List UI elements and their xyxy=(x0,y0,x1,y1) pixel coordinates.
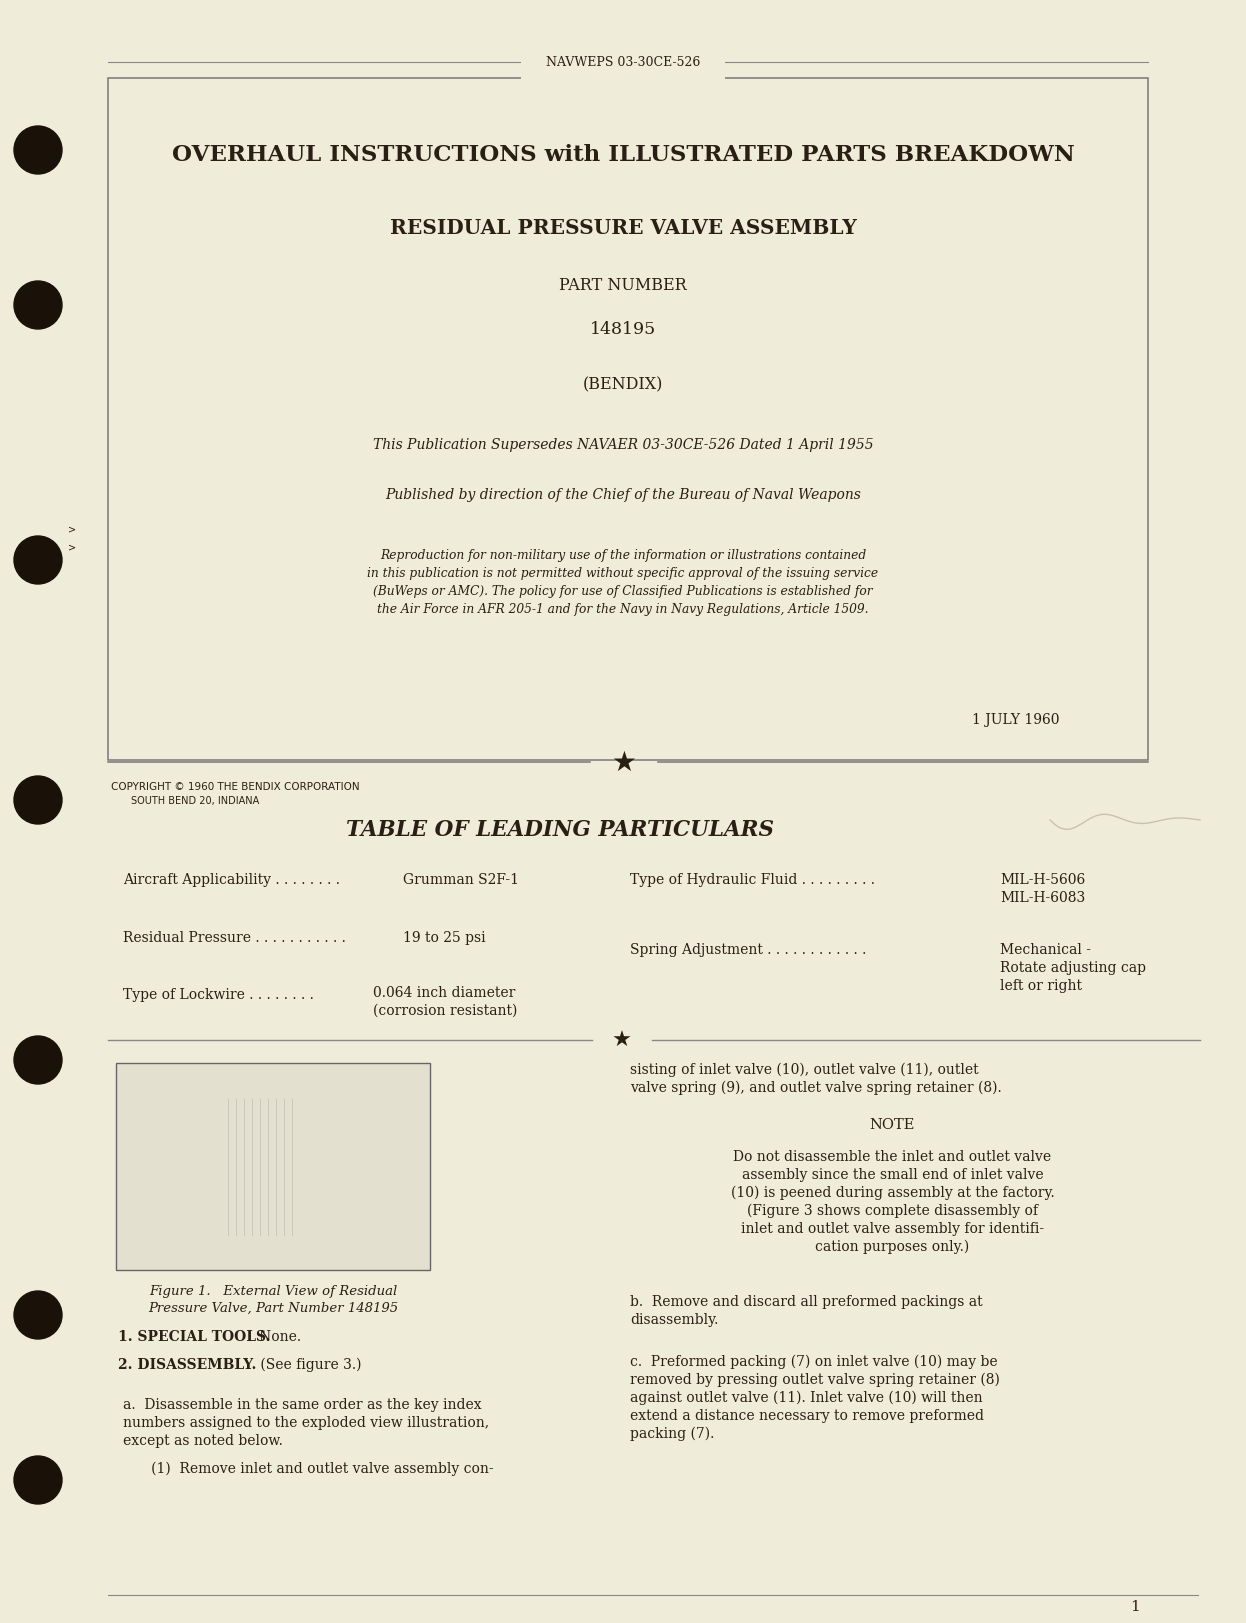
Text: Reproduction for non-military use of the information or illustrations contained: Reproduction for non-military use of the… xyxy=(380,549,866,562)
Text: This Publication Supersedes NAVAER 03-30CE-526 Dated 1 April 1955: This Publication Supersedes NAVAER 03-30… xyxy=(373,438,873,451)
Text: Published by direction of the Chief of the Bureau of Naval Weapons: Published by direction of the Chief of t… xyxy=(385,489,861,502)
Bar xyxy=(116,1063,430,1271)
Text: 2. DISASSEMBLY.: 2. DISASSEMBLY. xyxy=(118,1358,257,1371)
Text: NOTE: NOTE xyxy=(870,1118,916,1131)
Text: Type of Lockwire . . . . . . . .: Type of Lockwire . . . . . . . . xyxy=(123,988,314,1001)
Text: Type of Hydraulic Fluid . . . . . . . . .: Type of Hydraulic Fluid . . . . . . . . … xyxy=(630,873,875,888)
Circle shape xyxy=(14,776,62,824)
Circle shape xyxy=(14,1290,62,1339)
Text: b.  Remove and discard all preformed packings at: b. Remove and discard all preformed pack… xyxy=(630,1295,983,1310)
Text: SOUTH BEND 20, INDIANA: SOUTH BEND 20, INDIANA xyxy=(131,795,259,807)
Text: (BuWeps or AMC). The policy for use of Classified Publications is established fo: (BuWeps or AMC). The policy for use of C… xyxy=(374,584,872,597)
Text: sisting of inlet valve (10), outlet valve (11), outlet: sisting of inlet valve (10), outlet valv… xyxy=(630,1063,978,1078)
Text: extend a distance necessary to remove preformed: extend a distance necessary to remove pr… xyxy=(630,1409,984,1423)
Text: (BENDIX): (BENDIX) xyxy=(583,377,663,393)
Text: disassembly.: disassembly. xyxy=(630,1313,719,1328)
Text: inlet and outlet valve assembly for identifi-: inlet and outlet valve assembly for iden… xyxy=(741,1222,1044,1237)
Text: a.  Disassemble in the same order as the key index: a. Disassemble in the same order as the … xyxy=(123,1397,482,1412)
Text: ★: ★ xyxy=(612,748,637,777)
Text: (10) is peened during assembly at the factory.: (10) is peened during assembly at the fa… xyxy=(730,1186,1054,1201)
Text: Aircraft Applicability . . . . . . . .: Aircraft Applicability . . . . . . . . xyxy=(123,873,340,888)
Text: 148195: 148195 xyxy=(589,321,657,339)
Text: (See figure 3.): (See figure 3.) xyxy=(255,1358,361,1373)
Text: (corrosion resistant): (corrosion resistant) xyxy=(373,1005,517,1018)
Text: Residual Pressure . . . . . . . . . . .: Residual Pressure . . . . . . . . . . . xyxy=(123,932,346,945)
Bar xyxy=(108,78,1148,760)
Text: (1)  Remove inlet and outlet valve assembly con-: (1) Remove inlet and outlet valve assemb… xyxy=(138,1462,493,1477)
Text: against outlet valve (11). Inlet valve (10) will then: against outlet valve (11). Inlet valve (… xyxy=(630,1391,983,1406)
Text: in this publication is not permitted without specific approval of the issuing se: in this publication is not permitted wit… xyxy=(368,566,878,579)
Text: 1 JULY 1960: 1 JULY 1960 xyxy=(972,712,1060,727)
Text: Grumman S2F-1: Grumman S2F-1 xyxy=(402,873,520,888)
Text: Spring Adjustment . . . . . . . . . . . .: Spring Adjustment . . . . . . . . . . . … xyxy=(630,943,866,958)
Bar xyxy=(358,1159,388,1175)
Text: packing (7).: packing (7). xyxy=(630,1427,714,1441)
Text: RESIDUAL PRESSURE VALVE ASSEMBLY: RESIDUAL PRESSURE VALVE ASSEMBLY xyxy=(390,217,856,239)
Bar xyxy=(163,1154,243,1178)
Text: Rotate adjusting cap: Rotate adjusting cap xyxy=(1001,961,1146,975)
Text: PART NUMBER: PART NUMBER xyxy=(559,276,687,294)
Text: removed by pressing outlet valve spring retainer (8): removed by pressing outlet valve spring … xyxy=(630,1373,999,1388)
Text: (Figure 3 shows complete disassembly of: (Figure 3 shows complete disassembly of xyxy=(748,1204,1038,1219)
Circle shape xyxy=(14,1456,62,1505)
Text: Mechanical -: Mechanical - xyxy=(1001,943,1091,958)
Text: c.  Preformed packing (7) on inlet valve (10) may be: c. Preformed packing (7) on inlet valve … xyxy=(630,1355,998,1370)
Text: MIL-H-6083: MIL-H-6083 xyxy=(1001,891,1085,906)
Text: left or right: left or right xyxy=(1001,979,1082,993)
Text: 0.064 inch diameter: 0.064 inch diameter xyxy=(373,987,516,1000)
Text: OVERHAUL INSTRUCTIONS with ILLUSTRATED PARTS BREAKDOWN: OVERHAUL INSTRUCTIONS with ILLUSTRATED P… xyxy=(172,144,1074,166)
Text: cation purposes only.): cation purposes only.) xyxy=(815,1240,969,1255)
Text: MIL-H-5606: MIL-H-5606 xyxy=(1001,873,1085,888)
Circle shape xyxy=(14,536,62,584)
Circle shape xyxy=(14,1035,62,1084)
Text: TABLE OF LEADING PARTICULARS: TABLE OF LEADING PARTICULARS xyxy=(346,820,774,841)
Text: Pressure Valve, Part Number 148195: Pressure Valve, Part Number 148195 xyxy=(148,1302,397,1315)
Text: >: > xyxy=(69,524,76,536)
Circle shape xyxy=(14,127,62,174)
Text: except as noted below.: except as noted below. xyxy=(123,1435,283,1448)
Ellipse shape xyxy=(233,1092,363,1242)
Text: Figure 1.   External View of Residual: Figure 1. External View of Residual xyxy=(148,1285,397,1298)
Text: None.: None. xyxy=(245,1329,302,1344)
Circle shape xyxy=(14,281,62,329)
Text: valve spring (9), and outlet valve spring retainer (8).: valve spring (9), and outlet valve sprin… xyxy=(630,1081,1002,1096)
Text: >: > xyxy=(69,544,76,553)
Text: numbers assigned to the exploded view illustration,: numbers assigned to the exploded view il… xyxy=(123,1415,490,1430)
Text: 1. SPECIAL TOOLS.: 1. SPECIAL TOOLS. xyxy=(118,1329,270,1344)
Text: COPYRIGHT © 1960 THE BENDIX CORPORATION: COPYRIGHT © 1960 THE BENDIX CORPORATION xyxy=(111,782,360,792)
Bar xyxy=(148,1149,168,1185)
Text: Do not disassemble the inlet and outlet valve: Do not disassemble the inlet and outlet … xyxy=(734,1151,1052,1164)
Text: assembly since the small end of inlet valve: assembly since the small end of inlet va… xyxy=(741,1169,1043,1182)
Text: NAVWEPS 03-30CE-526: NAVWEPS 03-30CE-526 xyxy=(546,55,700,68)
Text: the Air Force in AFR 205-1 and for the Navy in Navy Regulations, Article 1509.: the Air Force in AFR 205-1 and for the N… xyxy=(378,602,868,615)
Text: ★: ★ xyxy=(612,1031,632,1052)
Text: 19 to 25 psi: 19 to 25 psi xyxy=(402,932,486,945)
Text: 1: 1 xyxy=(1130,1600,1140,1613)
